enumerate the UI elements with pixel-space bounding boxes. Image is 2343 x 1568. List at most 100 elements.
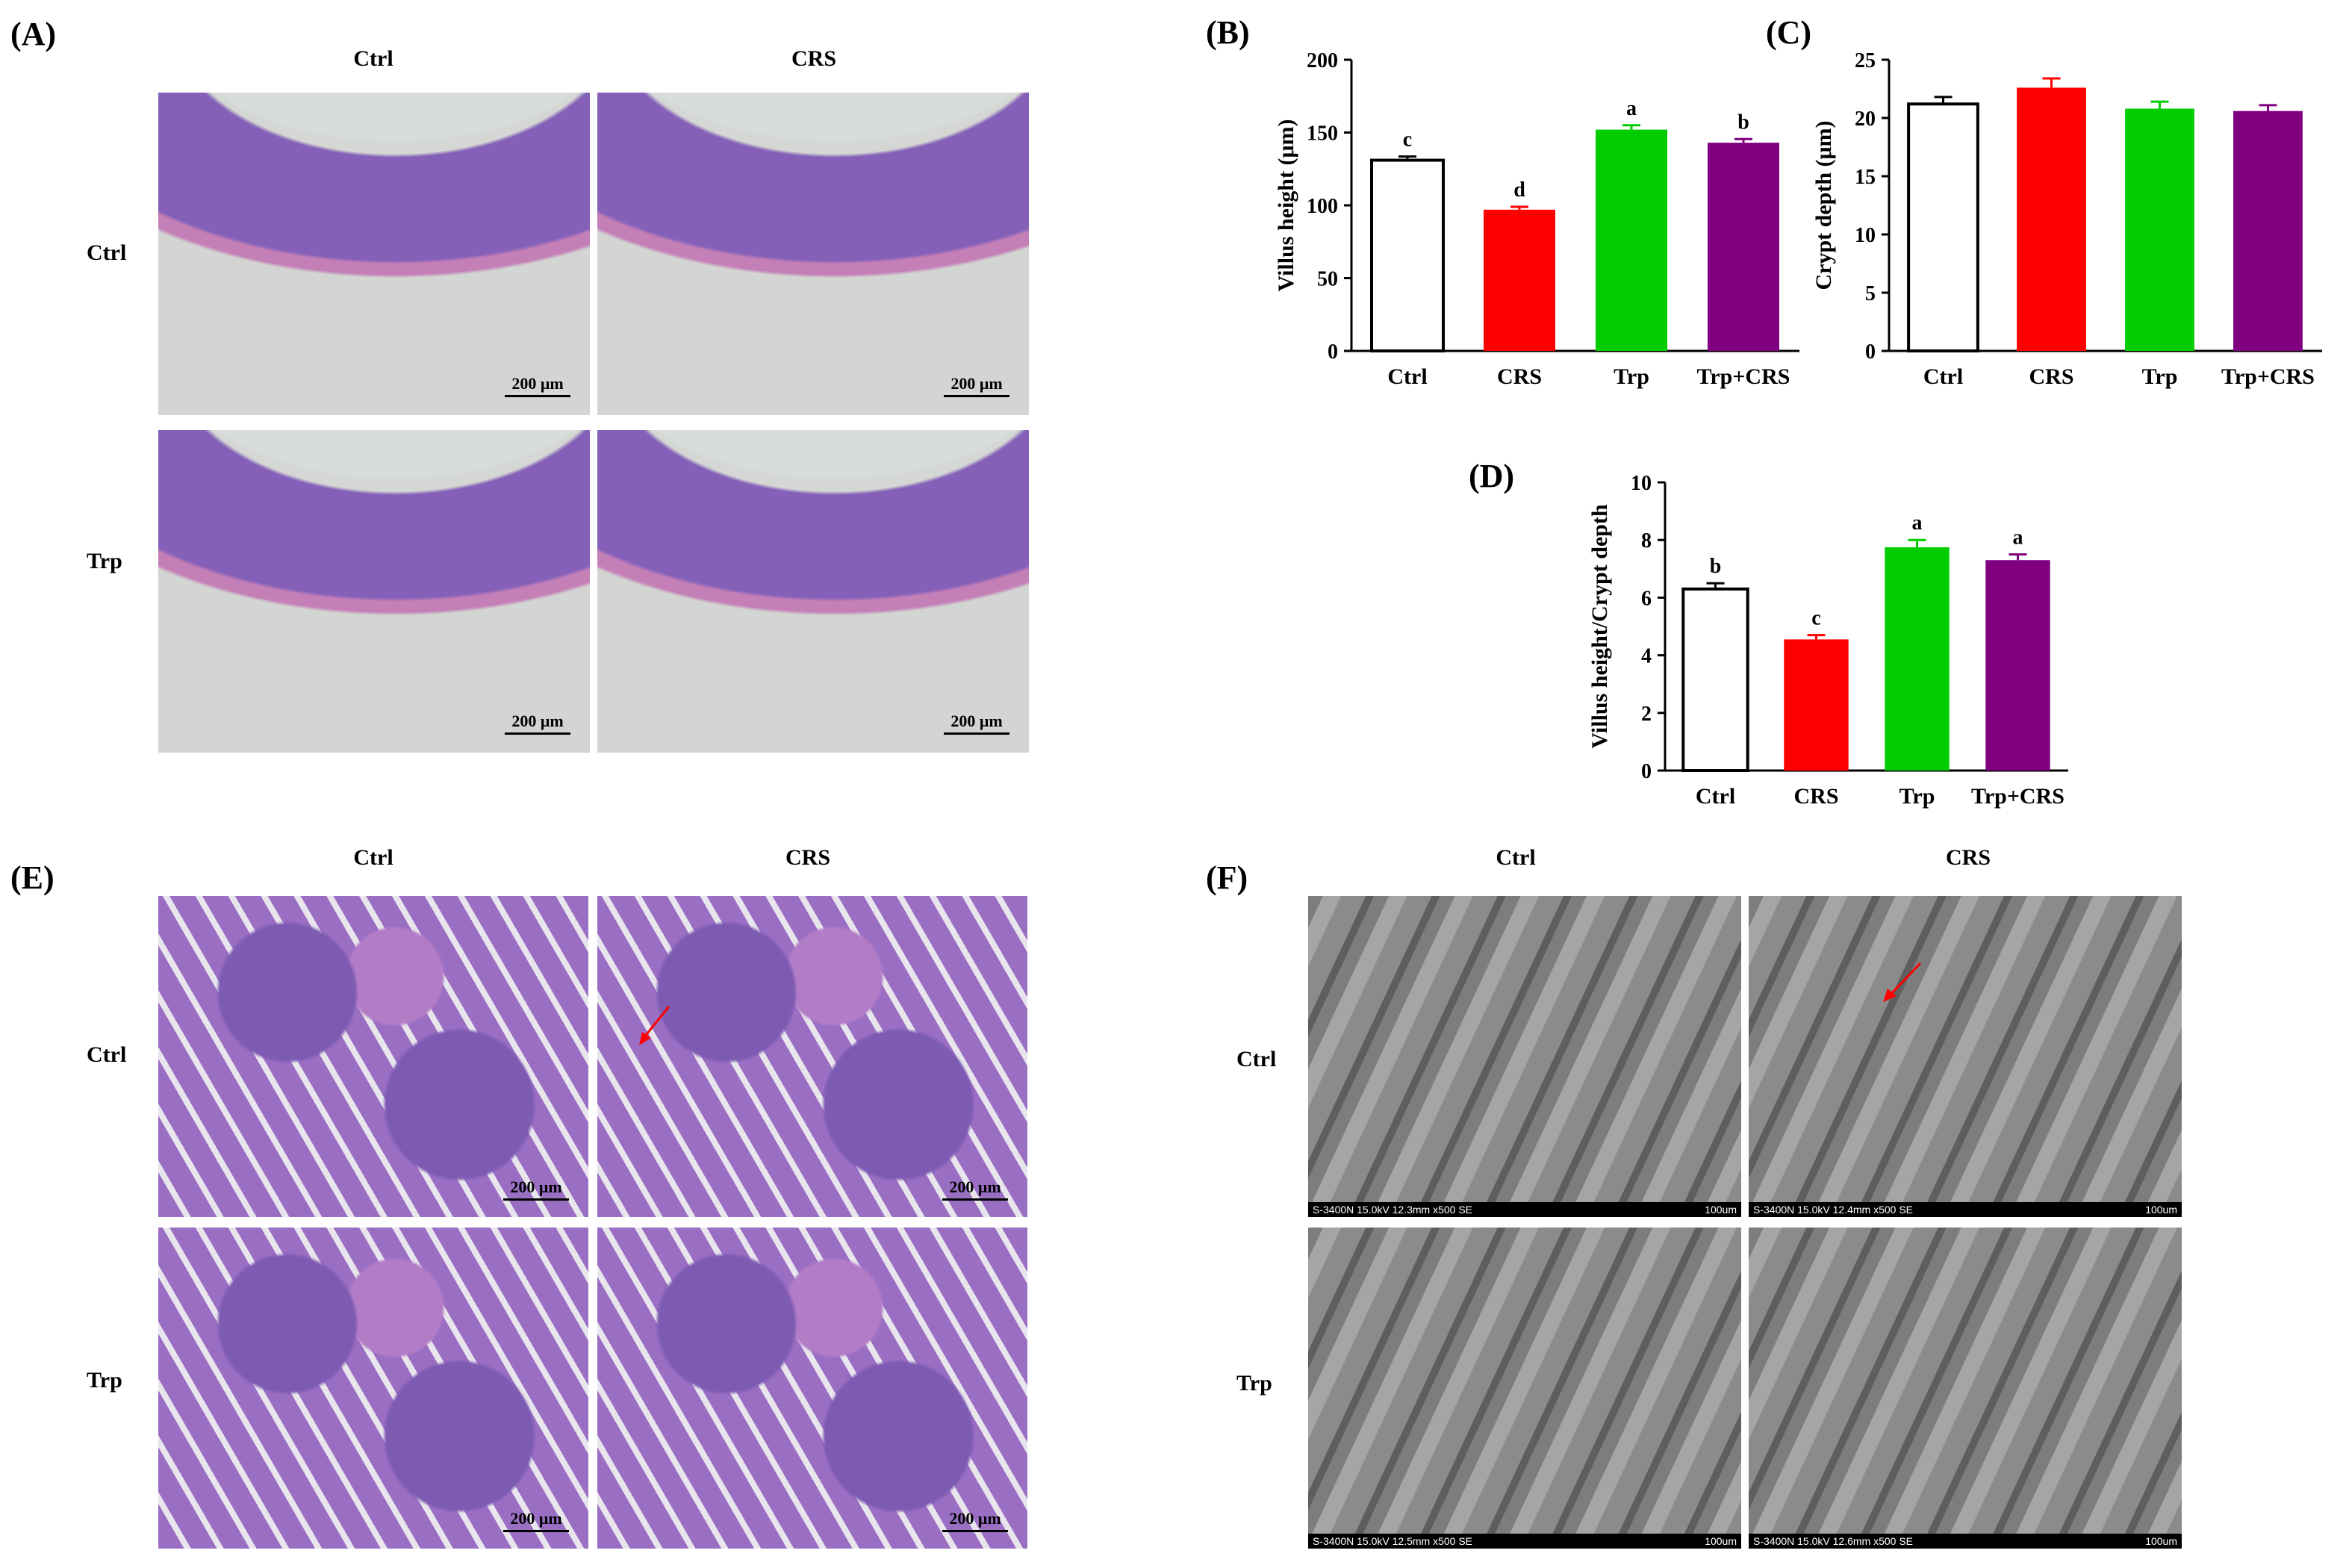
panel-a-row-trp: Trp [87, 549, 122, 573]
micrograph-e-crs-ctrl: 200 μm [597, 896, 1027, 1217]
scale-bar-label: 200 μm [511, 712, 564, 730]
x-tick-label: Ctrl [1696, 784, 1735, 809]
panel-a-row-ctrl: Ctrl [87, 240, 127, 265]
y-tick-label: 50 [1317, 268, 1338, 291]
sem-scale: 100um [1705, 1535, 1737, 1547]
y-tick-label: 0 [1328, 340, 1338, 364]
sem-scale: 100um [2145, 1204, 2177, 1216]
y-tick-label: 10 [1855, 224, 1876, 247]
y-tick-label: 5 [1865, 282, 1876, 305]
sem-info: S-3400N 15.0kV 12.3mm x500 SE [1313, 1204, 1473, 1216]
significance-letter: a [1626, 97, 1637, 120]
y-tick-label: 8 [1641, 529, 1652, 553]
bar [1370, 158, 1445, 352]
sem-image-ctrl-ctrl: S-3400N 15.0kV 12.3mm x500 SE 100um [1308, 896, 1741, 1217]
scale-bar-label: 200 μm [510, 1177, 562, 1196]
sem-info: S-3400N 15.0kV 12.4mm x500 SE [1753, 1204, 1914, 1216]
red-arrow-icon [639, 1006, 670, 1045]
panel-f-row-ctrl: Ctrl [1236, 1047, 1277, 1071]
panel-label-f: (F) [1206, 859, 1248, 896]
micrograph-a-ctrl-trp: 200 μm [158, 430, 590, 753]
y-tick-label: 0 [1865, 340, 1876, 364]
x-tick-label: CRS [2029, 364, 2073, 389]
x-tick-label: Ctrl [1387, 364, 1427, 389]
x-tick-label: CRS [1497, 364, 1542, 389]
sem-info: S-3400N 15.0kV 12.6mm x500 SE [1753, 1535, 1914, 1547]
sem-info: S-3400N 15.0kV 12.5mm x500 SE [1313, 1535, 1473, 1547]
significance-letter: a [1912, 511, 1923, 535]
x-tick-label: Trp+CRS [2221, 364, 2315, 389]
scale-bar-label: 200 μm [949, 1509, 1001, 1528]
significance-letter: b [1710, 555, 1722, 578]
micrograph-e-ctrl-ctrl: 200 μm [158, 896, 588, 1217]
bar [1784, 639, 1849, 771]
bar [1985, 560, 2050, 771]
x-tick-label: Trp+CRS [1697, 364, 1790, 389]
bar [2125, 108, 2194, 351]
scale-bar-label: 200 μm [511, 374, 564, 393]
significance-letter: d [1513, 178, 1525, 202]
y-tick-label: 25 [1855, 49, 1876, 72]
bar [1484, 209, 1555, 351]
x-tick-label: CRS [1793, 784, 1838, 809]
sem-scale: 100um [2145, 1535, 2177, 1547]
panel-label-b: (B) [1206, 14, 1250, 51]
y-tick-label: 20 [1855, 108, 1876, 131]
scale-bar-label: 200 μm [950, 712, 1003, 730]
significance-letter: c [1403, 128, 1412, 152]
bar [1885, 547, 1950, 771]
y-tick-label: 10 [1631, 472, 1652, 495]
chart-b: 0 50 100 150 200 Villus height (μm) Ctrl c CRS d T… [1274, 49, 1799, 389]
y-tick-label: 200 [1307, 49, 1338, 72]
panel-f-col-crs: CRS [1945, 845, 1991, 870]
panel-f-col-ctrl: Ctrl [1496, 845, 1536, 870]
bar [1596, 129, 1667, 351]
y-tick-label: 6 [1641, 587, 1652, 610]
panel-label-e: (E) [10, 859, 55, 896]
micrograph-a-crs-ctrl: 200 μm [597, 93, 1029, 415]
y-axis-label: Villus height (μm) [1274, 119, 1298, 292]
y-tick-label: 150 [1307, 122, 1338, 146]
y-tick-label: 2 [1641, 703, 1652, 726]
chart-d: 0 2 4 6 8 10 Villus height/Crypt depth Ctrl b CRS… [1587, 472, 2068, 809]
panel-label-a: (A) [10, 16, 57, 52]
y-axis-label: Crypt depth (μm) [1811, 121, 1836, 290]
sem-image-crs-trp: S-3400N 15.0kV 12.6mm x500 SE 100um [1749, 1228, 2182, 1549]
bar [1708, 143, 1779, 351]
x-tick-label: Trp [2142, 364, 2178, 389]
micrograph-a-ctrl-ctrl: 200 μm [158, 93, 590, 415]
significance-letter: b [1737, 111, 1749, 134]
panel-e-row-trp: Trp [87, 1368, 122, 1393]
bar [2233, 111, 2303, 351]
chart-c: 0 5 10 15 20 25 Crypt depth (μm) Ctrl CRS Trp Trp+… [1811, 49, 2322, 389]
panel-a-col-crs: CRS [791, 46, 837, 71]
scale-bar-label: 200 μm [949, 1177, 1001, 1196]
sem-image-crs-ctrl: S-3400N 15.0kV 12.4mm x500 SE 100um [1749, 896, 2182, 1217]
panel-a-col-ctrl: Ctrl [353, 46, 393, 71]
micrograph-e-ctrl-trp: 200 μm [158, 1228, 588, 1549]
x-tick-label: Ctrl [1923, 364, 1963, 389]
scale-bar-label: 200 μm [950, 374, 1003, 393]
panel-e-col-ctrl: Ctrl [353, 845, 393, 870]
panel-label-d: (D) [1469, 458, 1515, 494]
y-tick-label: 100 [1307, 195, 1338, 218]
micrograph-e-crs-trp: 200 μm [597, 1228, 1027, 1549]
x-tick-label: Trp+CRS [1971, 784, 2064, 809]
x-tick-label: Trp [1899, 784, 1935, 809]
panel-e-col-crs: CRS [785, 845, 831, 870]
significance-letter: c [1811, 607, 1820, 630]
panel-label-c: (C) [1766, 14, 1812, 51]
y-tick-label: 4 [1641, 645, 1652, 668]
y-tick-label: 15 [1855, 166, 1876, 189]
panel-f-row-trp: Trp [1236, 1371, 1272, 1396]
red-arrow-icon [1883, 962, 1922, 1002]
micrograph-a-crs-trp: 200 μm [597, 430, 1029, 753]
x-tick-label: Trp [1614, 364, 1649, 389]
scale-bar-label: 200 μm [510, 1509, 562, 1528]
bar [1681, 587, 1749, 772]
y-axis-label: Villus height/Crypt depth [1587, 504, 1612, 749]
significance-letter: a [2013, 526, 2023, 550]
sem-image-ctrl-trp: S-3400N 15.0kV 12.5mm x500 SE 100um [1308, 1228, 1741, 1549]
bar [1907, 102, 1979, 352]
panel-e-row-ctrl: Ctrl [87, 1042, 127, 1067]
